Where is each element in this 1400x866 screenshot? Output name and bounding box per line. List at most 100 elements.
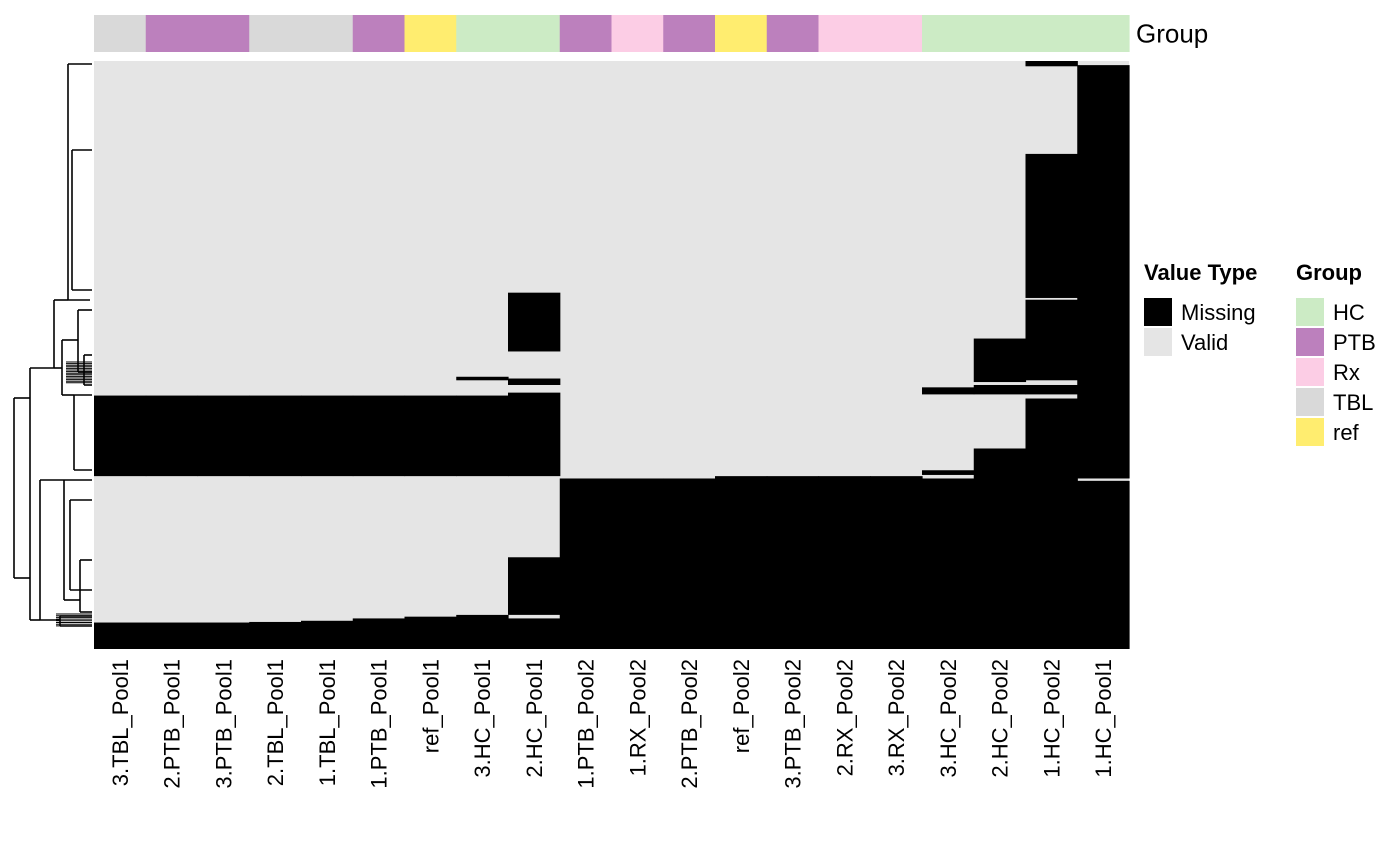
column-label-3.TBL_Pool1: 3.TBL_Pool1 xyxy=(108,659,133,786)
value-legend-title: Value Type xyxy=(1144,260,1257,285)
group-legend: Group HC PTB Rx TBL ref xyxy=(1296,260,1376,446)
missing-block-3.HC_Pool1-1 xyxy=(456,395,509,477)
column-label-3.HC_Pool2: 3.HC_Pool2 xyxy=(936,659,961,778)
missing-block-1.HC_Pool2-1 xyxy=(1025,153,1078,298)
group-legend-label-hc: HC xyxy=(1333,300,1365,325)
missing-block-1.HC_Pool2-3 xyxy=(1025,384,1078,395)
group-legend-swatch-hc xyxy=(1296,298,1324,326)
column-label-ref_Pool2: ref_Pool2 xyxy=(729,659,754,753)
missing-block-3.TBL_Pool1-0 xyxy=(94,395,147,477)
missing-block-1.HC_Pool2-4 xyxy=(1025,398,1078,649)
group-legend-label-tbl: TBL xyxy=(1333,390,1373,415)
group-legend-swatch-tbl xyxy=(1296,388,1324,416)
row-dendrogram xyxy=(13,63,92,627)
column-label-3.PTB_Pool2: 3.PTB_Pool2 xyxy=(781,659,806,789)
column-label-2.PTB_Pool2: 2.PTB_Pool2 xyxy=(677,659,702,789)
missing-block-1.TBL_Pool1-1 xyxy=(301,620,354,649)
annotation-cell-2.PTB_Pool2 xyxy=(663,15,716,52)
missing-block-3.PTB_Pool1-0 xyxy=(197,395,250,477)
missing-block-1.HC_Pool2-2 xyxy=(1025,299,1078,381)
annotation-name: Group xyxy=(1136,19,1208,49)
missing-block-2.PTB_Pool1-0 xyxy=(145,395,199,477)
missing-block-1.TBL_Pool1-0 xyxy=(301,395,354,477)
annotation-cell-1.TBL_Pool1 xyxy=(301,15,354,52)
annotation-cell-3.PTB_Pool2 xyxy=(766,15,820,52)
missing-block-1.HC_Pool1-0 xyxy=(1077,65,1130,479)
column-label-3.PTB_Pool1: 3.PTB_Pool1 xyxy=(211,659,236,789)
missing-block-ref_Pool1-0 xyxy=(404,395,457,477)
annotation-cell-ref_Pool2 xyxy=(715,15,768,52)
heatmap-body xyxy=(94,61,1130,649)
group-legend-swatch-ref xyxy=(1296,418,1324,446)
missing-block-2.HC_Pool2-1 xyxy=(973,384,1027,395)
annotation-cell-3.TBL_Pool1 xyxy=(94,15,147,52)
annotation-cell-ref_Pool1 xyxy=(404,15,457,52)
column-label-1.PTB_Pool2: 1.PTB_Pool2 xyxy=(574,659,599,789)
annotation-cell-1.HC_Pool2 xyxy=(1025,15,1078,52)
annotation-cell-2.HC_Pool2 xyxy=(973,15,1027,52)
missing-block-2.PTB_Pool2-0 xyxy=(663,478,716,649)
missing-block-3.TBL_Pool1-1 xyxy=(94,622,147,649)
column-label-3.HC_Pool1: 3.HC_Pool1 xyxy=(470,659,495,778)
annotation-cell-2.RX_Pool2 xyxy=(818,15,871,52)
missing-block-2.PTB_Pool1-1 xyxy=(145,622,199,649)
annotation-cell-3.RX_Pool2 xyxy=(870,15,923,52)
column-label-ref_Pool1: ref_Pool1 xyxy=(418,659,443,753)
group-legend-swatch-ptb xyxy=(1296,328,1324,356)
missing-block-3.HC_Pool1-2 xyxy=(456,614,509,649)
annotation-cell-1.PTB_Pool2 xyxy=(559,15,613,52)
column-label-2.HC_Pool2: 2.HC_Pool2 xyxy=(988,659,1013,778)
group-legend-title: Group xyxy=(1296,260,1362,285)
missing-block-2.HC_Pool1-3 xyxy=(508,557,561,615)
value-legend-label-missing: Missing xyxy=(1181,300,1256,325)
missing-block-1.PTB_Pool2-0 xyxy=(559,478,613,649)
missing-block-1.HC_Pool1-1 xyxy=(1077,480,1130,649)
missing-block-3.HC_Pool2-2 xyxy=(922,478,975,649)
value-type-legend: Value Type Missing Valid xyxy=(1144,260,1257,356)
column-label-2.TBL_Pool1: 2.TBL_Pool1 xyxy=(263,659,288,786)
column-label-1.RX_Pool2: 1.RX_Pool2 xyxy=(625,659,650,776)
annotation-cell-1.HC_Pool1 xyxy=(1077,15,1130,52)
missing-block-3.HC_Pool2-0 xyxy=(922,387,975,395)
annotation-cell-1.PTB_Pool1 xyxy=(352,15,406,52)
group-legend-label-ptb: PTB xyxy=(1333,330,1376,355)
missing-block-2.HC_Pool2-2 xyxy=(973,448,1027,649)
group-legend-swatch-rx xyxy=(1296,358,1324,386)
missing-block-2.TBL_Pool1-1 xyxy=(249,621,302,649)
missing-block-1.HC_Pool2-0 xyxy=(1025,61,1078,67)
group-legend-label-rx: Rx xyxy=(1333,360,1360,385)
missing-block-2.RX_Pool2-0 xyxy=(818,476,871,649)
column-label-1.HC_Pool1: 1.HC_Pool1 xyxy=(1091,659,1116,778)
annotation-cell-2.PTB_Pool1 xyxy=(145,15,199,52)
annotation-cell-3.HC_Pool2 xyxy=(922,15,975,52)
column-label-1.PTB_Pool1: 1.PTB_Pool1 xyxy=(367,659,392,789)
missing-block-2.HC_Pool1-1 xyxy=(508,378,561,385)
missing-block-3.HC_Pool1-0 xyxy=(456,376,509,381)
column-label-2.RX_Pool2: 2.RX_Pool2 xyxy=(832,659,857,776)
missing-block-3.PTB_Pool2-0 xyxy=(766,476,820,649)
column-label-3.RX_Pool2: 3.RX_Pool2 xyxy=(884,659,909,776)
missing-block-2.HC_Pool2-0 xyxy=(973,338,1027,383)
missing-block-3.PTB_Pool1-1 xyxy=(197,622,250,649)
value-legend-label-valid: Valid xyxy=(1181,330,1228,355)
annotation-cell-1.RX_Pool2 xyxy=(611,15,664,52)
column-label-1.TBL_Pool1: 1.TBL_Pool1 xyxy=(315,659,340,786)
missing-block-3.RX_Pool2-0 xyxy=(870,476,923,649)
missing-block-2.HC_Pool1-4 xyxy=(508,618,561,649)
missing-block-2.HC_Pool1-2 xyxy=(508,392,561,477)
missing-block-1.PTB_Pool1-1 xyxy=(352,618,406,649)
column-label-2.HC_Pool1: 2.HC_Pool1 xyxy=(522,659,547,778)
column-label-1.HC_Pool2: 1.HC_Pool2 xyxy=(1039,659,1064,778)
missing-block-ref_Pool2-0 xyxy=(715,476,768,649)
annotation-cell-3.HC_Pool1 xyxy=(456,15,509,52)
missing-block-ref_Pool1-1 xyxy=(404,616,457,649)
annotation-cell-3.PTB_Pool1 xyxy=(197,15,250,52)
group-legend-label-ref: ref xyxy=(1333,420,1360,445)
column-labels: 3.TBL_Pool1 2.PTB_Pool1 3.PTB_Pool1 2.TBL_P… xyxy=(108,659,1116,789)
missing-block-3.HC_Pool2-1 xyxy=(922,470,975,475)
missing-block-2.TBL_Pool1-0 xyxy=(249,395,302,477)
missing-block-2.HC_Pool1-0 xyxy=(508,292,561,352)
value-legend-swatch-valid xyxy=(1144,328,1172,356)
missing-block-1.PTB_Pool1-0 xyxy=(352,395,406,477)
